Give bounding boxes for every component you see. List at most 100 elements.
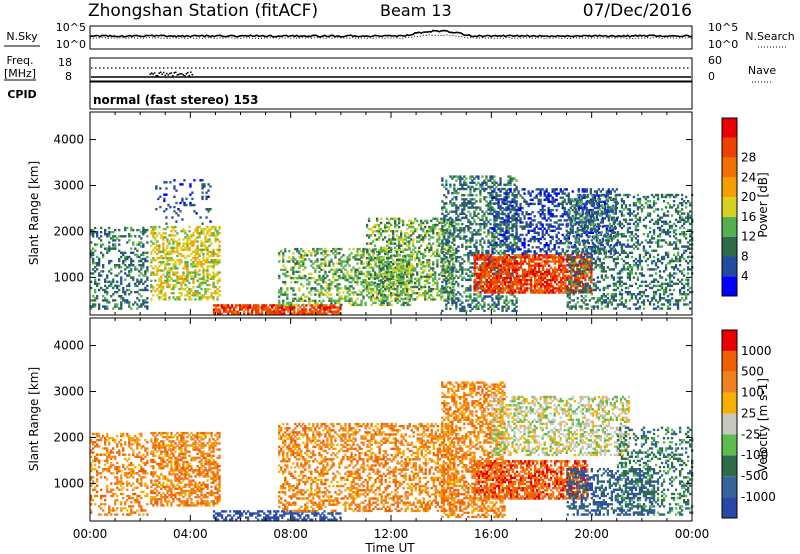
heatmap-cell — [542, 289, 545, 292]
heatmap-cell — [588, 264, 591, 267]
heatmap-cell — [340, 262, 343, 265]
heatmap-cell — [204, 244, 207, 247]
heatmap-cell — [475, 289, 479, 292]
heatmap-cell — [560, 268, 563, 271]
heatmap-cell — [467, 206, 470, 209]
heatmap-cell — [513, 307, 516, 311]
heatmap-cell — [212, 304, 216, 307]
heatmap-cell — [560, 289, 563, 292]
heatmap-cell — [455, 274, 458, 277]
heatmap-cell — [509, 260, 513, 263]
heatmap-cell — [366, 262, 369, 265]
heatmap-cell — [426, 275, 429, 278]
heatmap-cell — [365, 242, 369, 245]
heatmap-cell — [394, 274, 397, 278]
heatmap-cell — [532, 260, 535, 263]
heatmap-cell — [414, 250, 417, 254]
heatmap-cell — [138, 293, 141, 296]
heatmap-cell — [473, 283, 477, 286]
heatmap-cell — [206, 298, 209, 301]
heatmap-cell — [453, 295, 456, 298]
heatmap-cell — [501, 295, 504, 298]
heatmap-cell — [554, 262, 557, 265]
heatmap-cell — [445, 256, 448, 259]
heatmap-cell — [340, 260, 343, 263]
heatmap-cell — [314, 299, 317, 302]
heatmap-cell — [204, 296, 207, 299]
heatmap-cell — [194, 238, 197, 241]
heatmap-cell — [150, 259, 153, 262]
heatmap-cell — [178, 252, 181, 256]
heatmap-cell — [318, 247, 321, 251]
heatmap-cell — [499, 287, 503, 290]
heatmap-cell — [358, 258, 361, 261]
noise-left-tick-bottom: 10^0 — [56, 38, 86, 51]
heatmap-cell — [507, 212, 510, 215]
heatmap-cell — [418, 259, 421, 262]
heatmap-cell — [467, 278, 470, 282]
heatmap-cell — [509, 179, 512, 182]
heatmap-cell — [90, 299, 93, 302]
heatmap-cell — [360, 291, 363, 294]
heatmap-cell — [214, 306, 218, 309]
heatmap-cell — [265, 308, 268, 311]
heatmap-cell — [320, 303, 323, 307]
heatmap-cell — [538, 254, 541, 257]
heatmap-cell — [469, 262, 472, 265]
heatmap-cell — [216, 261, 219, 264]
heatmap-cell — [481, 222, 484, 226]
heatmap-cell — [338, 252, 341, 255]
heatmap-cell — [509, 283, 513, 286]
heatmap-cell — [558, 272, 561, 276]
heatmap-cell — [406, 240, 409, 243]
heatmap-cell — [469, 202, 472, 205]
heatmap-cell — [503, 266, 507, 269]
heatmap-cell — [316, 266, 319, 269]
heatmap-cell — [144, 280, 147, 283]
heatmap-cell — [540, 289, 543, 292]
heatmap-cell — [241, 306, 244, 309]
heatmap-cell — [200, 240, 203, 243]
heatmap-cell — [552, 287, 555, 290]
heatmap-cell — [286, 293, 289, 296]
heatmap-cell — [104, 290, 107, 294]
heatmap-cell — [483, 276, 487, 280]
heatmap-cell — [509, 181, 512, 184]
heatmap-cell — [410, 238, 413, 241]
heatmap-cell — [497, 213, 500, 216]
heatmap-cell — [174, 273, 177, 276]
heatmap-cell — [521, 244, 524, 247]
heatmap-cell — [469, 227, 472, 230]
heatmap-cell — [382, 290, 385, 293]
heatmap-cell — [166, 240, 169, 243]
heatmap-cell — [94, 297, 97, 300]
heatmap-cell — [316, 247, 319, 251]
heatmap-cell — [483, 305, 486, 308]
heatmap-cell — [384, 275, 387, 278]
heatmap-cell — [394, 293, 397, 296]
heatmap-cell — [538, 287, 541, 290]
heatmap-cell — [487, 285, 491, 288]
heatmap-cell — [447, 251, 450, 255]
heatmap-cell — [471, 202, 474, 205]
heatmap-cell — [290, 276, 293, 280]
heatmap-cell — [188, 290, 191, 293]
heatmap-cell — [338, 287, 341, 290]
heatmap-cell — [224, 304, 228, 307]
heatmap-cell — [515, 222, 518, 226]
heatmap-cell — [523, 192, 526, 195]
heatmap-cell — [418, 294, 421, 297]
heatmap-cell — [515, 179, 518, 182]
heatmap-cell — [556, 268, 559, 271]
heatmap-cell — [371, 269, 375, 272]
heatmap-cell — [191, 203, 194, 207]
heatmap-cell — [176, 250, 179, 254]
heatmap-cell — [275, 304, 278, 307]
heatmap-cell — [461, 237, 464, 240]
heatmap-cell — [365, 290, 369, 293]
heatmap-cell — [588, 260, 591, 263]
heatmap-cell — [392, 271, 395, 274]
heatmap-cell — [388, 240, 391, 243]
heatmap-cell — [499, 283, 503, 286]
heatmap-cell — [333, 310, 336, 313]
